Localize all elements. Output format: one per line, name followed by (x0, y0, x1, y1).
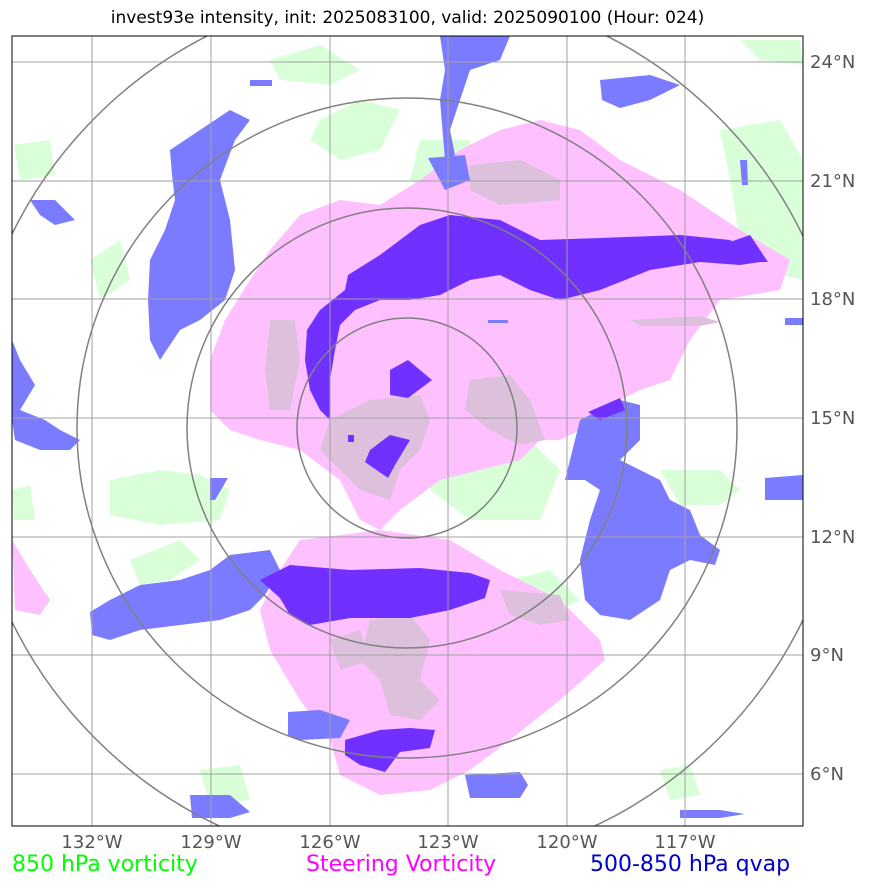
lon-label-129w: 129°W (180, 832, 242, 853)
range-rings (12, 36, 803, 826)
legend-850-vorticity: 850 hPa vorticity (12, 852, 198, 877)
lon-label-132w: 132°W (61, 832, 123, 853)
qvap-contours (12, 36, 803, 818)
lon-label-126w: 126°W (299, 832, 361, 853)
lat-label-18n: 18°N (810, 289, 856, 310)
lat-label-15n: 15°N (810, 408, 856, 429)
lat-label-9n: 9°N (810, 645, 844, 666)
lon-label-120w: 120°W (536, 832, 598, 853)
lon-label-117w: 117°W (654, 832, 716, 853)
lat-label-21n: 21°N (810, 171, 856, 192)
map-frame (11, 35, 804, 827)
lat-label-6n: 6°N (810, 764, 844, 785)
lat-label-24n: 24°N (810, 52, 856, 73)
lon-label-123w: 123°W (417, 832, 479, 853)
legend-qvap: 500-850 hPa qvap (590, 852, 791, 877)
lat-label-12n: 12°N (810, 527, 856, 548)
qvap-overlap-contours (260, 215, 768, 772)
legend-steering-vorticity: Steering Vorticity (306, 852, 497, 877)
graticule (12, 36, 803, 826)
chart-title: invest93e intensity, init: 2025083100, v… (110, 8, 705, 28)
